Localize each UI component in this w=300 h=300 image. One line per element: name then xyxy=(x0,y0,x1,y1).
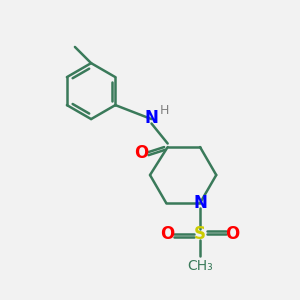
Text: CH₃: CH₃ xyxy=(187,259,213,273)
Text: S: S xyxy=(194,225,206,243)
Text: H: H xyxy=(160,104,169,117)
Text: O: O xyxy=(160,225,175,243)
Text: O: O xyxy=(225,225,240,243)
Text: N: N xyxy=(145,109,158,127)
Text: O: O xyxy=(134,144,148,162)
Text: N: N xyxy=(193,194,207,212)
